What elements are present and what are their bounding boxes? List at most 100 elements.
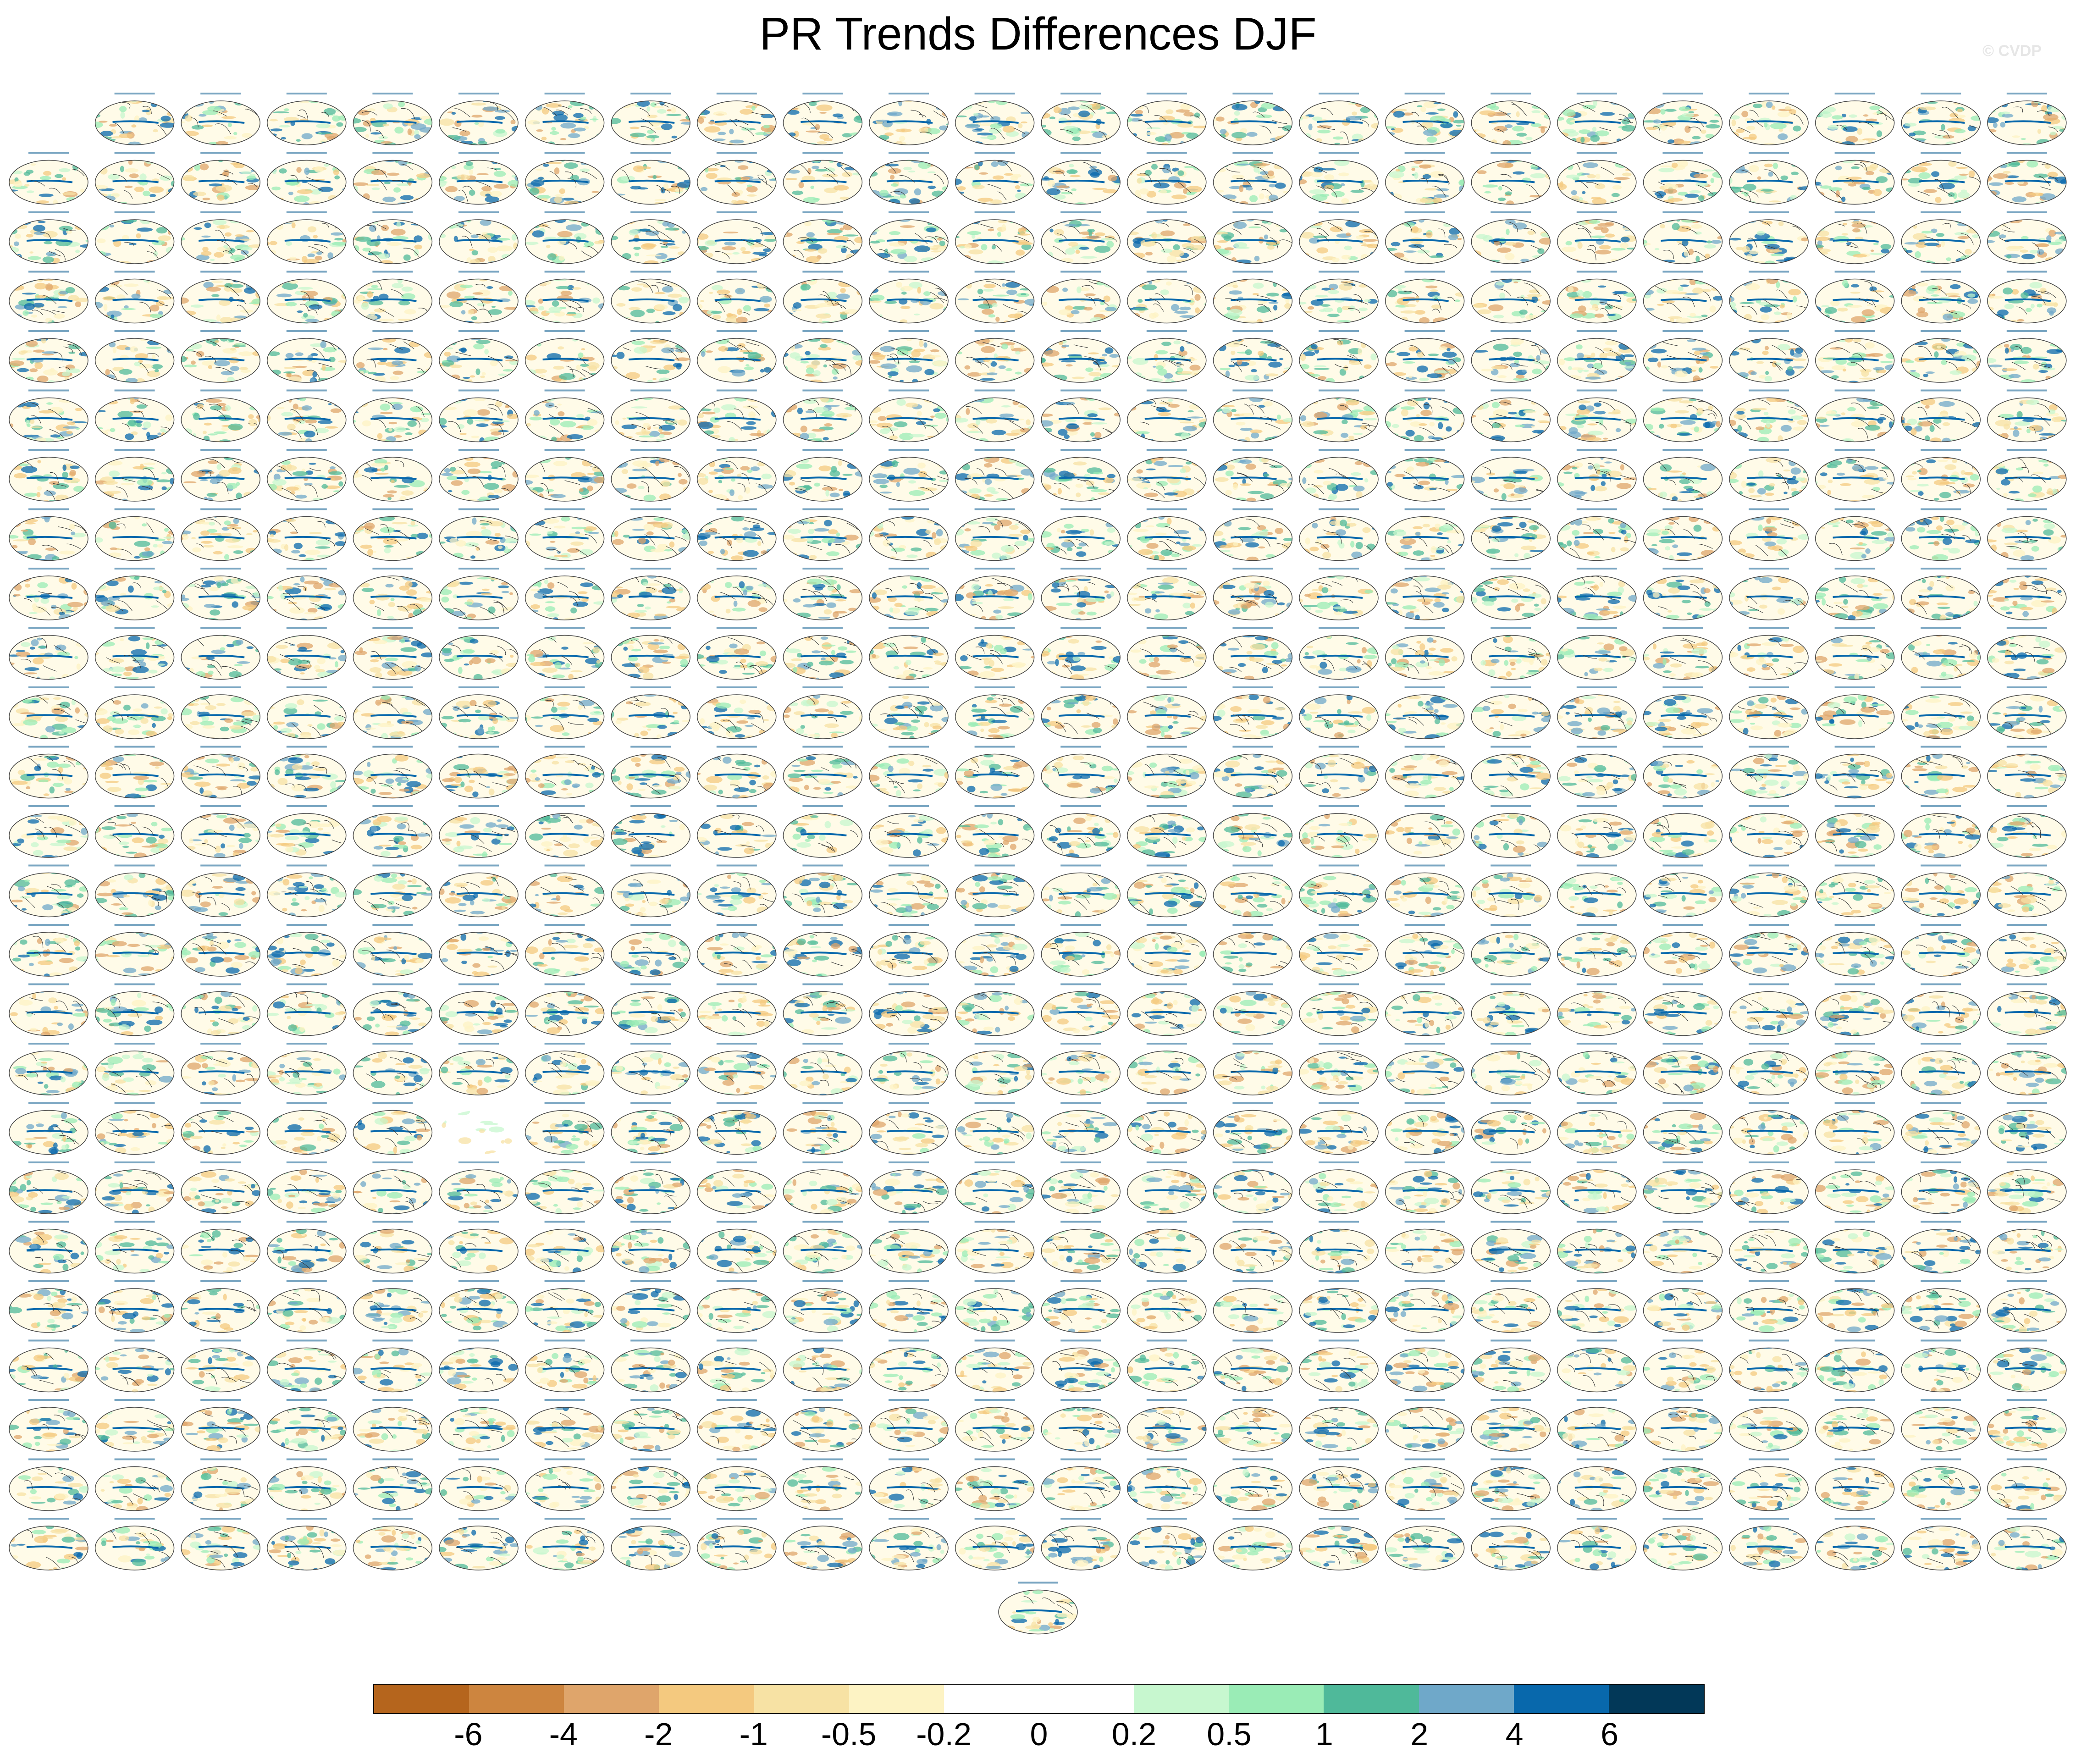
map-panel	[1385, 627, 1465, 680]
map-panel	[1127, 686, 1207, 739]
map-panel	[1729, 152, 1809, 205]
map-panel	[611, 1458, 690, 1511]
map-panel	[1901, 1102, 1981, 1155]
map-panel	[94, 983, 175, 1036]
map-panel	[1041, 389, 1121, 442]
map-panel	[1299, 211, 1379, 264]
colorbar-tick-label: -0.5	[821, 1716, 877, 1753]
map-panel	[267, 211, 347, 264]
map-panel	[1213, 568, 1293, 620]
map-panel	[1729, 508, 1809, 561]
map-panel	[955, 508, 1035, 561]
colorbar-box	[374, 1685, 469, 1713]
map-panel	[1385, 152, 1465, 205]
map-panel	[697, 864, 777, 918]
map-panel	[1127, 1339, 1207, 1393]
map-panel	[1213, 1518, 1293, 1570]
map-panel	[267, 1458, 347, 1511]
map-panel	[1299, 1339, 1379, 1393]
map-panel	[1471, 508, 1551, 561]
map-panel	[1987, 1221, 2067, 1274]
map-panel	[1643, 330, 1723, 383]
map-panel	[1041, 568, 1121, 620]
map-panel	[1643, 1280, 1723, 1333]
map-panel	[1041, 1399, 1121, 1452]
map-panel	[1729, 1280, 1809, 1333]
map-panel	[181, 1518, 260, 1570]
map-panel	[181, 1399, 260, 1452]
map-panel	[783, 389, 863, 442]
map-panel	[697, 330, 777, 383]
map-panel	[1557, 1102, 1637, 1155]
map-panel	[267, 389, 347, 442]
map-panel	[1815, 508, 1895, 561]
map-panel	[9, 271, 88, 324]
map-panel	[94, 924, 175, 977]
map-panel	[1729, 1161, 1809, 1214]
map-panel	[1041, 1339, 1121, 1393]
map-panel	[1041, 924, 1121, 977]
map-panel	[783, 271, 863, 324]
map-panel	[439, 1339, 519, 1393]
map-panel	[1127, 746, 1207, 799]
map-panel	[1557, 1518, 1637, 1570]
map-panel	[1471, 924, 1551, 977]
map-panel	[1041, 805, 1121, 858]
map-panel	[697, 1102, 777, 1155]
map-panel	[1557, 1458, 1637, 1511]
map-panel	[611, 508, 690, 561]
map-panel	[1471, 1221, 1551, 1274]
map-panel	[94, 805, 175, 858]
map-panel	[1127, 627, 1207, 680]
map-panel	[1127, 1221, 1207, 1274]
map-panel	[1471, 1339, 1551, 1393]
map-panel	[9, 924, 88, 977]
map-panel	[94, 93, 175, 145]
map-panel	[1815, 805, 1895, 858]
map-panel	[1213, 1161, 1293, 1214]
map-panel	[94, 1102, 175, 1155]
map-panel	[1557, 746, 1637, 799]
map-panel	[1041, 746, 1121, 799]
map-panel	[1815, 1043, 1895, 1095]
map-panel	[1643, 271, 1723, 324]
map-panel	[1041, 211, 1121, 264]
map-panel	[1815, 627, 1895, 680]
map-panel	[267, 271, 347, 324]
map-panel	[1901, 805, 1981, 858]
map-panel	[525, 983, 605, 1036]
map-panel	[869, 449, 949, 502]
map-panel	[1901, 1399, 1981, 1452]
map-panel	[353, 1399, 433, 1452]
map-panel	[439, 1399, 519, 1452]
map-panel	[697, 1280, 777, 1333]
map-panel	[783, 627, 863, 680]
map-panel	[1299, 152, 1379, 205]
map-panel	[1471, 449, 1551, 502]
map-panel	[353, 508, 433, 561]
map-panel	[1987, 864, 2067, 918]
map-panel	[1385, 1399, 1465, 1452]
map-panel	[1299, 330, 1379, 383]
map-panel	[1385, 1280, 1465, 1333]
map-panel	[955, 1161, 1035, 1214]
map-panel	[1557, 1043, 1637, 1095]
map-panel	[955, 449, 1035, 502]
map-panel	[94, 1161, 175, 1214]
map-panel	[611, 1399, 690, 1452]
map-panel	[525, 1280, 605, 1333]
map-panel	[955, 271, 1035, 324]
map-panel	[267, 983, 347, 1036]
map-panel	[1901, 1280, 1981, 1333]
map-panel	[267, 449, 347, 502]
map-panel	[1557, 864, 1637, 918]
map-panel	[1729, 864, 1809, 918]
map-panel	[1299, 627, 1379, 680]
map-panel	[1987, 449, 2067, 502]
map-panel	[1729, 1221, 1809, 1274]
map-panel	[353, 449, 433, 502]
map-panel	[1901, 864, 1981, 918]
map-panel	[1127, 864, 1207, 918]
map-panel	[267, 1280, 347, 1333]
map-panel	[1557, 1161, 1637, 1214]
